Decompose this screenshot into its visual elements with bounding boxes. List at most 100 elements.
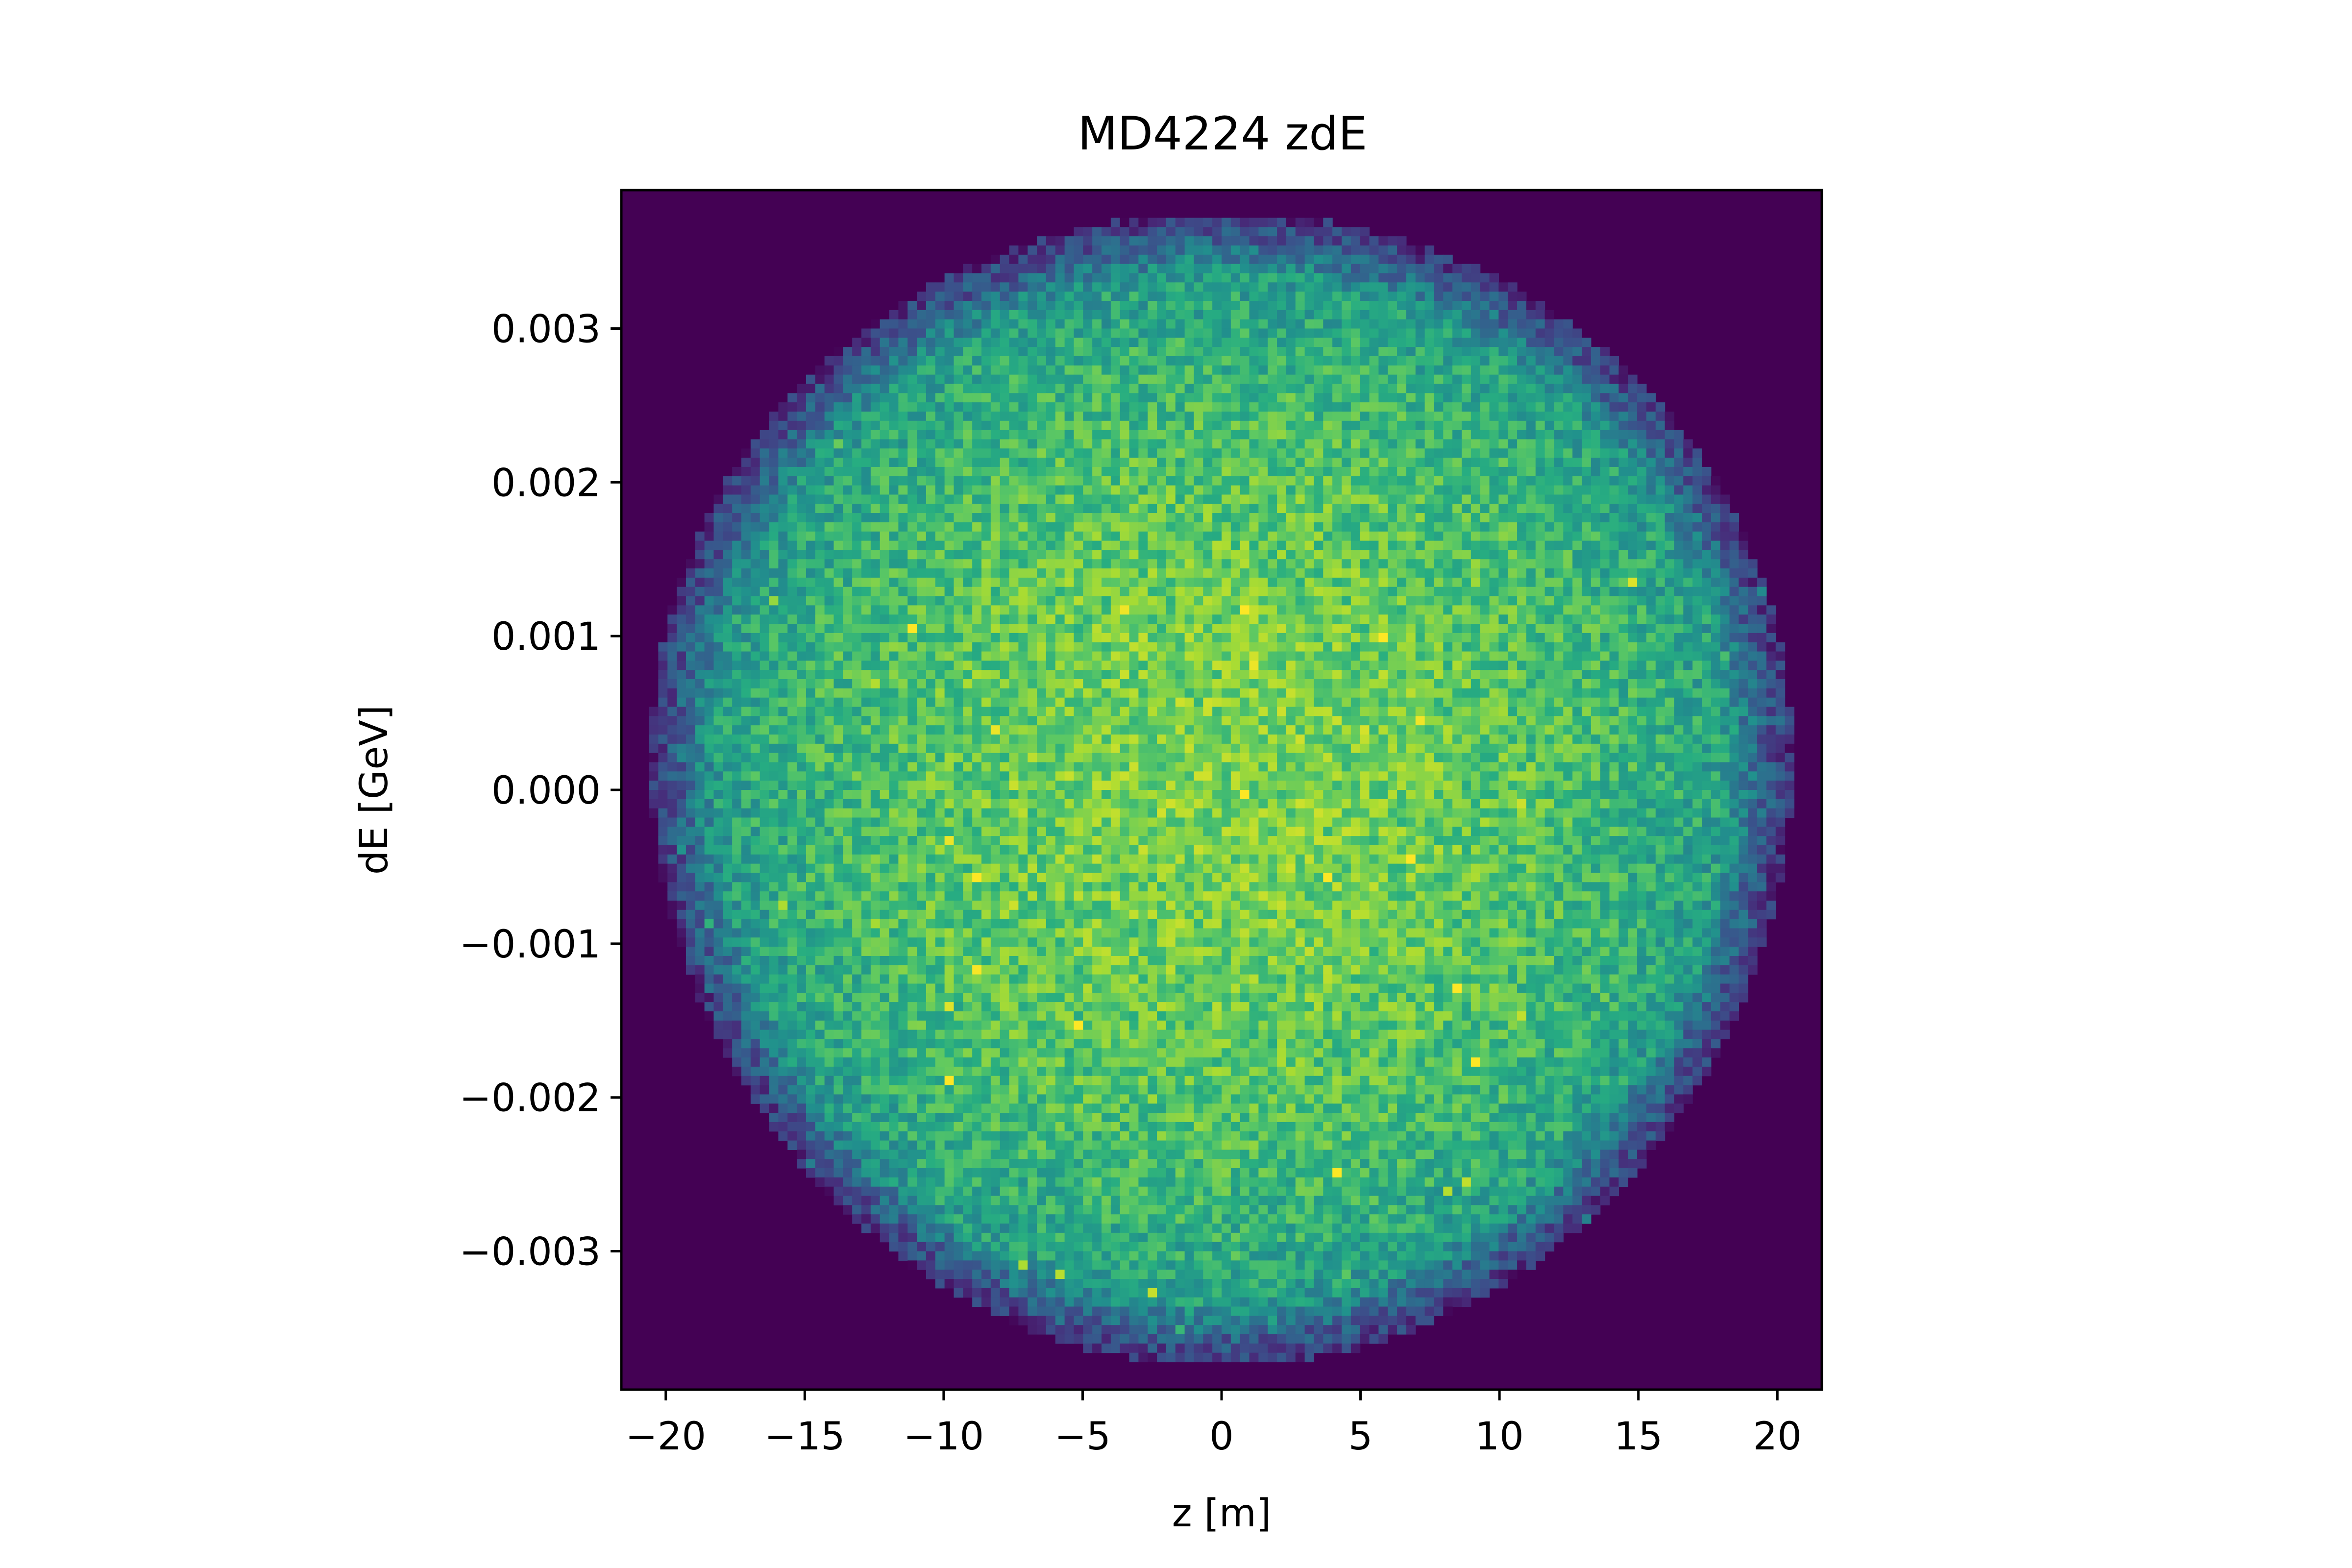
heatmap-cell bbox=[1415, 245, 1425, 255]
heatmap-cell bbox=[1148, 439, 1157, 449]
heatmap-cell bbox=[1129, 218, 1139, 227]
heatmap-cell bbox=[935, 504, 945, 514]
heatmap-cell bbox=[907, 365, 917, 375]
heatmap-cell bbox=[1757, 624, 1767, 634]
heatmap-cell bbox=[732, 642, 742, 652]
heatmap-cell bbox=[1424, 559, 1435, 569]
heatmap-cell bbox=[1268, 605, 1277, 615]
heatmap-cell bbox=[1212, 374, 1222, 385]
heatmap-cell bbox=[1009, 568, 1019, 578]
heatmap-cell bbox=[1554, 568, 1564, 578]
heatmap-cell bbox=[1388, 476, 1397, 486]
heatmap-cell bbox=[852, 411, 862, 421]
heatmap-cell bbox=[1600, 393, 1610, 403]
heatmap-cell bbox=[1378, 448, 1388, 458]
heatmap-cell bbox=[1083, 458, 1093, 467]
heatmap-cell bbox=[1508, 577, 1518, 588]
heatmap-cell bbox=[981, 384, 991, 393]
heatmap-cell bbox=[880, 393, 890, 403]
heatmap-cell bbox=[1683, 577, 1693, 588]
heatmap-cell bbox=[1184, 633, 1195, 643]
heatmap-cell bbox=[1434, 642, 1444, 652]
heatmap-cell bbox=[1129, 254, 1139, 265]
heatmap-cell bbox=[1452, 338, 1462, 347]
heatmap-cell bbox=[926, 577, 936, 588]
heatmap-cell bbox=[1665, 661, 1675, 670]
heatmap-cell bbox=[1646, 476, 1656, 486]
heatmap-cell bbox=[843, 679, 853, 689]
heatmap-cell bbox=[824, 651, 834, 661]
heatmap-cell bbox=[880, 513, 890, 523]
heatmap-cell bbox=[1194, 559, 1203, 569]
heatmap-cell bbox=[1314, 310, 1323, 320]
heatmap-cell bbox=[843, 568, 853, 578]
heatmap-cell bbox=[1508, 614, 1518, 624]
heatmap-cell bbox=[954, 605, 963, 615]
heatmap-cell bbox=[1498, 448, 1508, 458]
heatmap-cell bbox=[1480, 292, 1490, 301]
heatmap-cell bbox=[723, 642, 733, 652]
heatmap-cell bbox=[1397, 458, 1407, 467]
heatmap-cell bbox=[1739, 642, 1748, 652]
heatmap-cell bbox=[1092, 661, 1102, 670]
heatmap-cell bbox=[1018, 494, 1028, 504]
heatmap-cell bbox=[1046, 624, 1056, 634]
heatmap-cell bbox=[1554, 679, 1564, 689]
heatmap-cell bbox=[1286, 374, 1296, 385]
heatmap-cell bbox=[1064, 393, 1075, 403]
heatmap-cell bbox=[1286, 504, 1296, 514]
heatmap-cell bbox=[1600, 614, 1610, 624]
heatmap-cell bbox=[797, 577, 807, 588]
heatmap-cell bbox=[1175, 328, 1185, 338]
heatmap-cell bbox=[1702, 596, 1712, 606]
heatmap-cell bbox=[797, 430, 807, 440]
heatmap-cell bbox=[1342, 513, 1351, 523]
heatmap-cell bbox=[1148, 264, 1157, 274]
heatmap-cell bbox=[1628, 494, 1638, 504]
heatmap-cell bbox=[1102, 430, 1111, 440]
heatmap-cell bbox=[898, 411, 908, 421]
heatmap-cell bbox=[1074, 458, 1083, 467]
heatmap-cell bbox=[1194, 531, 1203, 541]
heatmap-cell bbox=[1462, 624, 1471, 634]
heatmap-cell bbox=[1720, 651, 1730, 661]
heatmap-cell bbox=[1009, 458, 1019, 467]
heatmap-cell bbox=[1544, 411, 1555, 421]
heatmap-cell bbox=[713, 522, 723, 532]
heatmap-cell bbox=[1009, 448, 1019, 458]
heatmap-cell bbox=[1489, 614, 1499, 624]
heatmap-cell bbox=[806, 513, 816, 523]
heatmap-cell bbox=[1350, 688, 1361, 698]
heatmap-cell bbox=[1692, 522, 1702, 532]
heatmap-cell bbox=[861, 430, 871, 440]
heatmap-cell bbox=[907, 319, 917, 329]
heatmap-cell bbox=[907, 393, 917, 403]
heatmap-cell bbox=[1692, 577, 1702, 588]
heatmap-cell bbox=[935, 402, 945, 412]
heatmap-cell bbox=[1194, 614, 1203, 624]
heatmap-cell bbox=[1508, 494, 1518, 504]
heatmap-cell bbox=[1304, 624, 1315, 634]
heatmap-cell bbox=[843, 411, 853, 421]
heatmap-cell bbox=[880, 679, 890, 689]
heatmap-cell bbox=[1489, 485, 1499, 495]
heatmap-cell bbox=[907, 338, 917, 347]
heatmap-cell bbox=[1184, 227, 1195, 237]
heatmap-cell bbox=[1572, 522, 1582, 532]
heatmap-cell bbox=[760, 670, 770, 680]
heatmap-cell bbox=[1138, 338, 1148, 347]
heatmap-cell bbox=[1618, 568, 1628, 578]
heatmap-cell bbox=[1092, 374, 1102, 385]
heatmap-cell bbox=[1397, 356, 1407, 366]
heatmap-cell bbox=[1388, 670, 1397, 680]
heatmap-cell bbox=[797, 661, 807, 670]
heatmap-cell bbox=[861, 365, 871, 375]
heatmap-cell bbox=[907, 513, 917, 523]
heatmap-cell bbox=[1129, 402, 1139, 412]
heatmap-cell bbox=[1212, 439, 1222, 449]
heatmap-cell bbox=[1674, 568, 1684, 578]
heatmap-cell bbox=[870, 614, 881, 624]
heatmap-cell bbox=[1046, 236, 1056, 246]
heatmap-cell bbox=[1166, 218, 1176, 227]
heatmap-cell bbox=[1230, 642, 1241, 652]
